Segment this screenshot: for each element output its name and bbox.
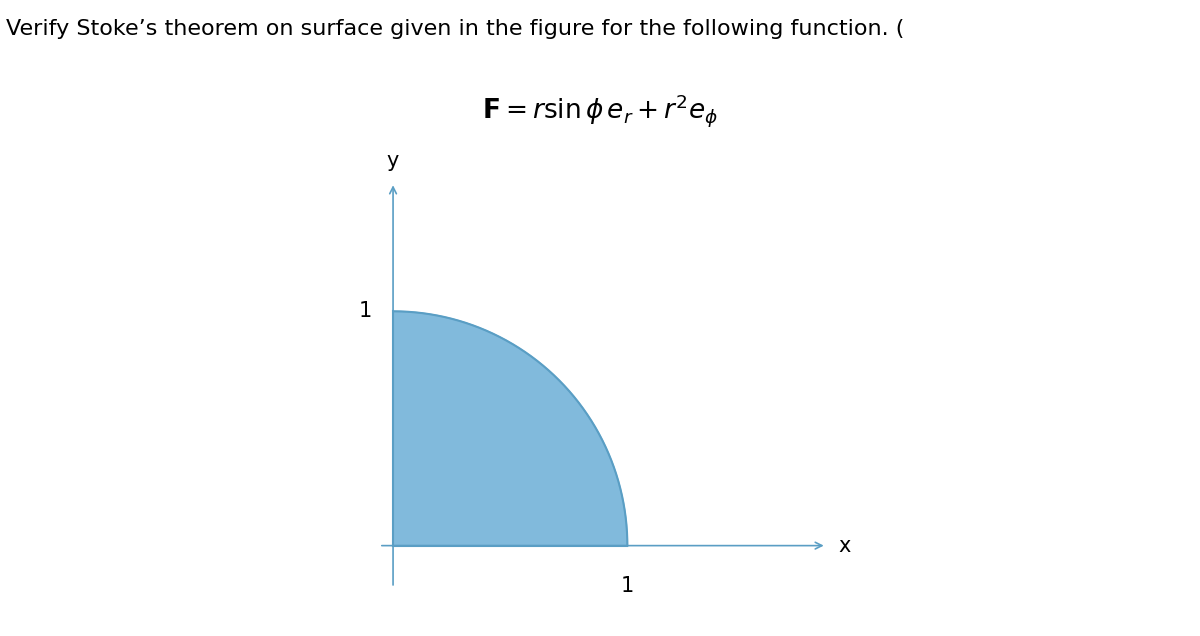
Polygon shape bbox=[394, 311, 628, 546]
Text: 1: 1 bbox=[359, 301, 372, 321]
Text: 1: 1 bbox=[620, 576, 634, 596]
Text: x: x bbox=[839, 536, 851, 556]
Text: Verify Stoke’s theorem on surface given in the figure for the following function: Verify Stoke’s theorem on surface given … bbox=[6, 19, 905, 39]
Text: y: y bbox=[386, 151, 400, 170]
Text: $\mathbf{F} = r\sin\phi\,e_r + r^2 e_\phi$: $\mathbf{F} = r\sin\phi\,e_r + r^2 e_\ph… bbox=[482, 92, 718, 129]
